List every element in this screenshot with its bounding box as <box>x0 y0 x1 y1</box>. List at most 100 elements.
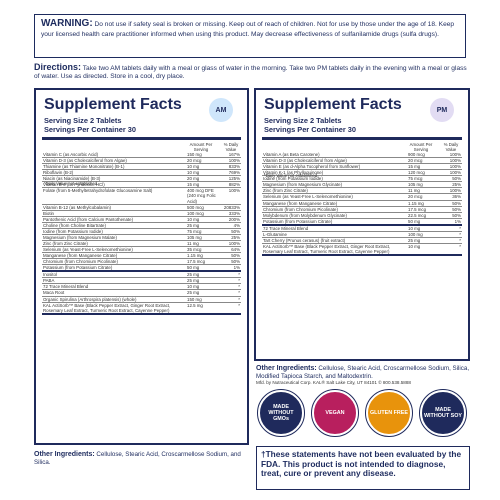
nutrient-row: Chromium (from Chromium Picolinate) 17.5 … <box>262 207 462 213</box>
nutrient-name: Zinc (from Zinc Citrate) <box>43 240 88 246</box>
am-serving-info: Serving Size 2 Tablets Servings Per Cont… <box>44 116 136 135</box>
nutrient-amount: 15 mg <box>408 164 421 170</box>
nutrient-name: Folate (from 5-Methyltetrahydrofolate Gl… <box>43 188 153 194</box>
pm-other-ingredients-label: Other Ingredients: <box>256 365 317 372</box>
nutrient-row: Zinc (from Zinc Citrate) 11 mg 100% <box>42 241 241 247</box>
nutrient-row: Vitamin D-3 (as Cholecalciferol from Alg… <box>42 158 241 165</box>
warning-text: Do not use if safety seal is broken or m… <box>41 21 455 38</box>
nutrient-row: Potassium (from Potassium Citrate) 50 mg 1… <box>42 265 241 273</box>
am-dv-note: *Daily Value not established. <box>44 181 99 186</box>
nutrient-row: Molybdenum (from Molybdenum Glycinate) 22… <box>262 213 462 219</box>
nutrient-row: Inositol 25 mg * <box>42 272 241 279</box>
nutrient-row: Folate (from 5-Methyltetrahydrofolate Gl… <box>42 188 241 205</box>
nutrient-row: Choline (from Choline Bitartrate) 25 mg 4% <box>42 223 241 229</box>
am-divider <box>42 137 241 140</box>
nutrient-name: Pantothenic Acid (from Calcium Pantothen… <box>43 216 134 222</box>
nutrient-daily-value: * <box>238 272 240 278</box>
am-supplement-facts-panel: Supplement Facts AM Serving Size 2 Table… <box>34 88 249 445</box>
nutrient-name: KAL ActiSorb™ Base (Black Pepper Extract… <box>263 243 391 254</box>
am-other-ingredients-text: Cellulose, Stearic Acid, Croscarmellose … <box>34 451 241 467</box>
pm-col-amount: Amount Per Serving <box>409 142 433 153</box>
nutrient-daily-value: 100% <box>449 158 461 164</box>
nutrient-amount: 50 mg <box>187 265 200 271</box>
nutrient-name: Chromium (from Chromium Picolinate) <box>263 206 338 212</box>
pm-nutrient-table: Vitamin A (as Beta Carotene) 900 mcg 100% V… <box>262 152 462 257</box>
nutrient-amount: 75 mcg <box>408 176 423 182</box>
pm-dv-note: *Daily Value not established. <box>264 173 319 178</box>
nutrient-amount: 20 mcg <box>408 194 423 200</box>
nutrient-row: Vitamin C (as Ascorbic Acid) 150 mg 167% <box>42 152 241 159</box>
nutrient-amount: 11 mg <box>408 188 420 194</box>
nutrient-amount: 15 mg <box>187 182 200 188</box>
nutrient-daily-value: 100% <box>228 240 240 246</box>
nutrient-name: Organic Spirulina (Arthrospira platensis… <box>43 296 137 302</box>
nutrient-daily-value: 100% <box>449 170 461 176</box>
nutrient-name: Vitamin B-12 (as Methylcobalamin) <box>43 204 112 210</box>
nutrient-name: Iodine (from Potassium Iodide) <box>43 228 103 234</box>
nutrient-daily-value: 100% <box>449 164 461 170</box>
nutrient-name: Potassium (from Potassium Citrate) <box>263 218 333 224</box>
made-without-soy-seal: MADE WITHOUT SOY <box>419 389 467 437</box>
am-col-amount: Amount Per Serving <box>189 142 213 153</box>
pm-badge: PM <box>430 98 454 122</box>
nutrient-name: 72 Trace Mineral Blend <box>43 284 89 290</box>
nutrient-name: Inositol <box>43 272 57 278</box>
nutrient-daily-value: 833% <box>228 164 240 170</box>
nutrient-daily-value: * <box>238 302 240 308</box>
nutrient-name: L-Glutamine <box>263 231 287 237</box>
nutrient-name: Iodine (from Potassium Iodide) <box>263 176 323 182</box>
nutrient-row: Manganese (from Manganese Citrate) 1.15 m… <box>42 253 241 260</box>
nutrient-row: Vitamin B-12 (as Methylcobalamin) 500 mcg… <box>42 205 241 211</box>
nutrient-daily-value: * <box>459 237 461 243</box>
nutrient-name: Thiamine (as Thiamine Mononitrate) (B-1) <box>43 164 125 170</box>
nutrient-row: Manganese (from Manganese Citrate) 1.15 m… <box>262 201 462 207</box>
nutrient-amount: 17.5 mcg <box>187 259 206 265</box>
nutrient-name: Niacin (as Niacinamide) (B-3) <box>43 176 101 182</box>
nutrient-daily-value: 50% <box>231 253 240 259</box>
warning-label: WARNING: <box>41 18 93 29</box>
nutrient-amount: 900 mcg <box>408 152 425 157</box>
nutrient-row: Potassium (from Potassium Citrate) 50 mg 1… <box>262 219 462 226</box>
nutrient-daily-value: 25% <box>231 234 240 240</box>
nutrient-row: Iodine (from Potassium Iodide) 75 mcg 50% <box>42 229 241 235</box>
nutrient-row: Vitamin K-1 (as Phylloquinone) 120 mcg 100… <box>262 170 462 177</box>
nutrient-daily-value: * <box>238 284 240 290</box>
nutrient-amount: 10 mg <box>187 284 200 290</box>
directions: Directions: Take two AM tablets daily wi… <box>34 62 474 81</box>
nutrient-daily-value: * <box>238 290 240 296</box>
nutrient-name: Vitamin E (as d-Alpha Tocopherol from Su… <box>263 164 361 170</box>
nutrient-amount: 10 mg <box>187 170 200 176</box>
nutrient-amount: 10 mg <box>408 243 421 249</box>
made-without-gmos-seal: MADE WITHOUT GMOs <box>257 389 305 437</box>
nutrient-row: Zinc (from Zinc Citrate) 11 mg 100% <box>262 188 462 195</box>
nutrient-daily-value: 4% <box>233 222 240 228</box>
nutrient-name: Vitamin C (as Ascorbic Acid) <box>43 152 99 157</box>
nutrient-amount: 17.5 mcg <box>408 206 427 212</box>
nutrient-daily-value: 100% <box>449 152 461 157</box>
nutrient-row: Niacin (as Niacinamide) (B-3) 20 mg 125% <box>42 176 241 183</box>
nutrient-daily-value: 36% <box>452 194 461 200</box>
nutrient-daily-value: 50% <box>452 212 461 218</box>
nutrient-daily-value: * <box>238 296 240 302</box>
pm-other-ingredients-text: Cellulose, Stearic Acid, Croscarmellose … <box>256 365 470 381</box>
directions-label: Directions: <box>34 62 82 72</box>
am-panel-title: Supplement Facts <box>44 96 182 113</box>
nutrient-row: KAL ActiSorb™ Base (Black Pepper Extract… <box>42 303 241 315</box>
nutrient-name: Riboflavin (B-2) <box>43 170 74 176</box>
pm-other-ingredients: Other Ingredients: Cellulose, Stearic Ac… <box>256 364 470 381</box>
nutrient-daily-value: 50% <box>231 228 240 234</box>
nutrient-amount: 100 mg <box>408 231 423 237</box>
nutrient-row: Organic Spirulina (Arthrospira platensis… <box>42 297 241 303</box>
nutrient-row: Selenium (as Yeast-Free L-Selenomethioni… <box>42 247 241 254</box>
nutrient-daily-value: 1% <box>454 218 461 224</box>
pm-supplement-facts-panel: Supplement Facts PM Serving Size 2 Table… <box>254 88 470 361</box>
nutrient-daily-value: 100% <box>228 188 240 194</box>
nutrient-row: Vitamin E (as d-Alpha Tocopherol from Su… <box>262 164 462 171</box>
am-serving-size: Serving Size 2 Tablets <box>44 116 122 125</box>
nutrient-amount: 35 mcg <box>187 247 202 252</box>
nutrient-amount: 25 mg <box>187 290 200 296</box>
nutrient-daily-value: * <box>459 225 461 231</box>
nutrient-daily-value: 200% <box>228 216 240 222</box>
nutrient-row: Vitamin A (as Beta Carotene) 900 mcg 100% <box>262 152 462 159</box>
nutrient-row: PABA 25 mg * <box>42 278 241 285</box>
